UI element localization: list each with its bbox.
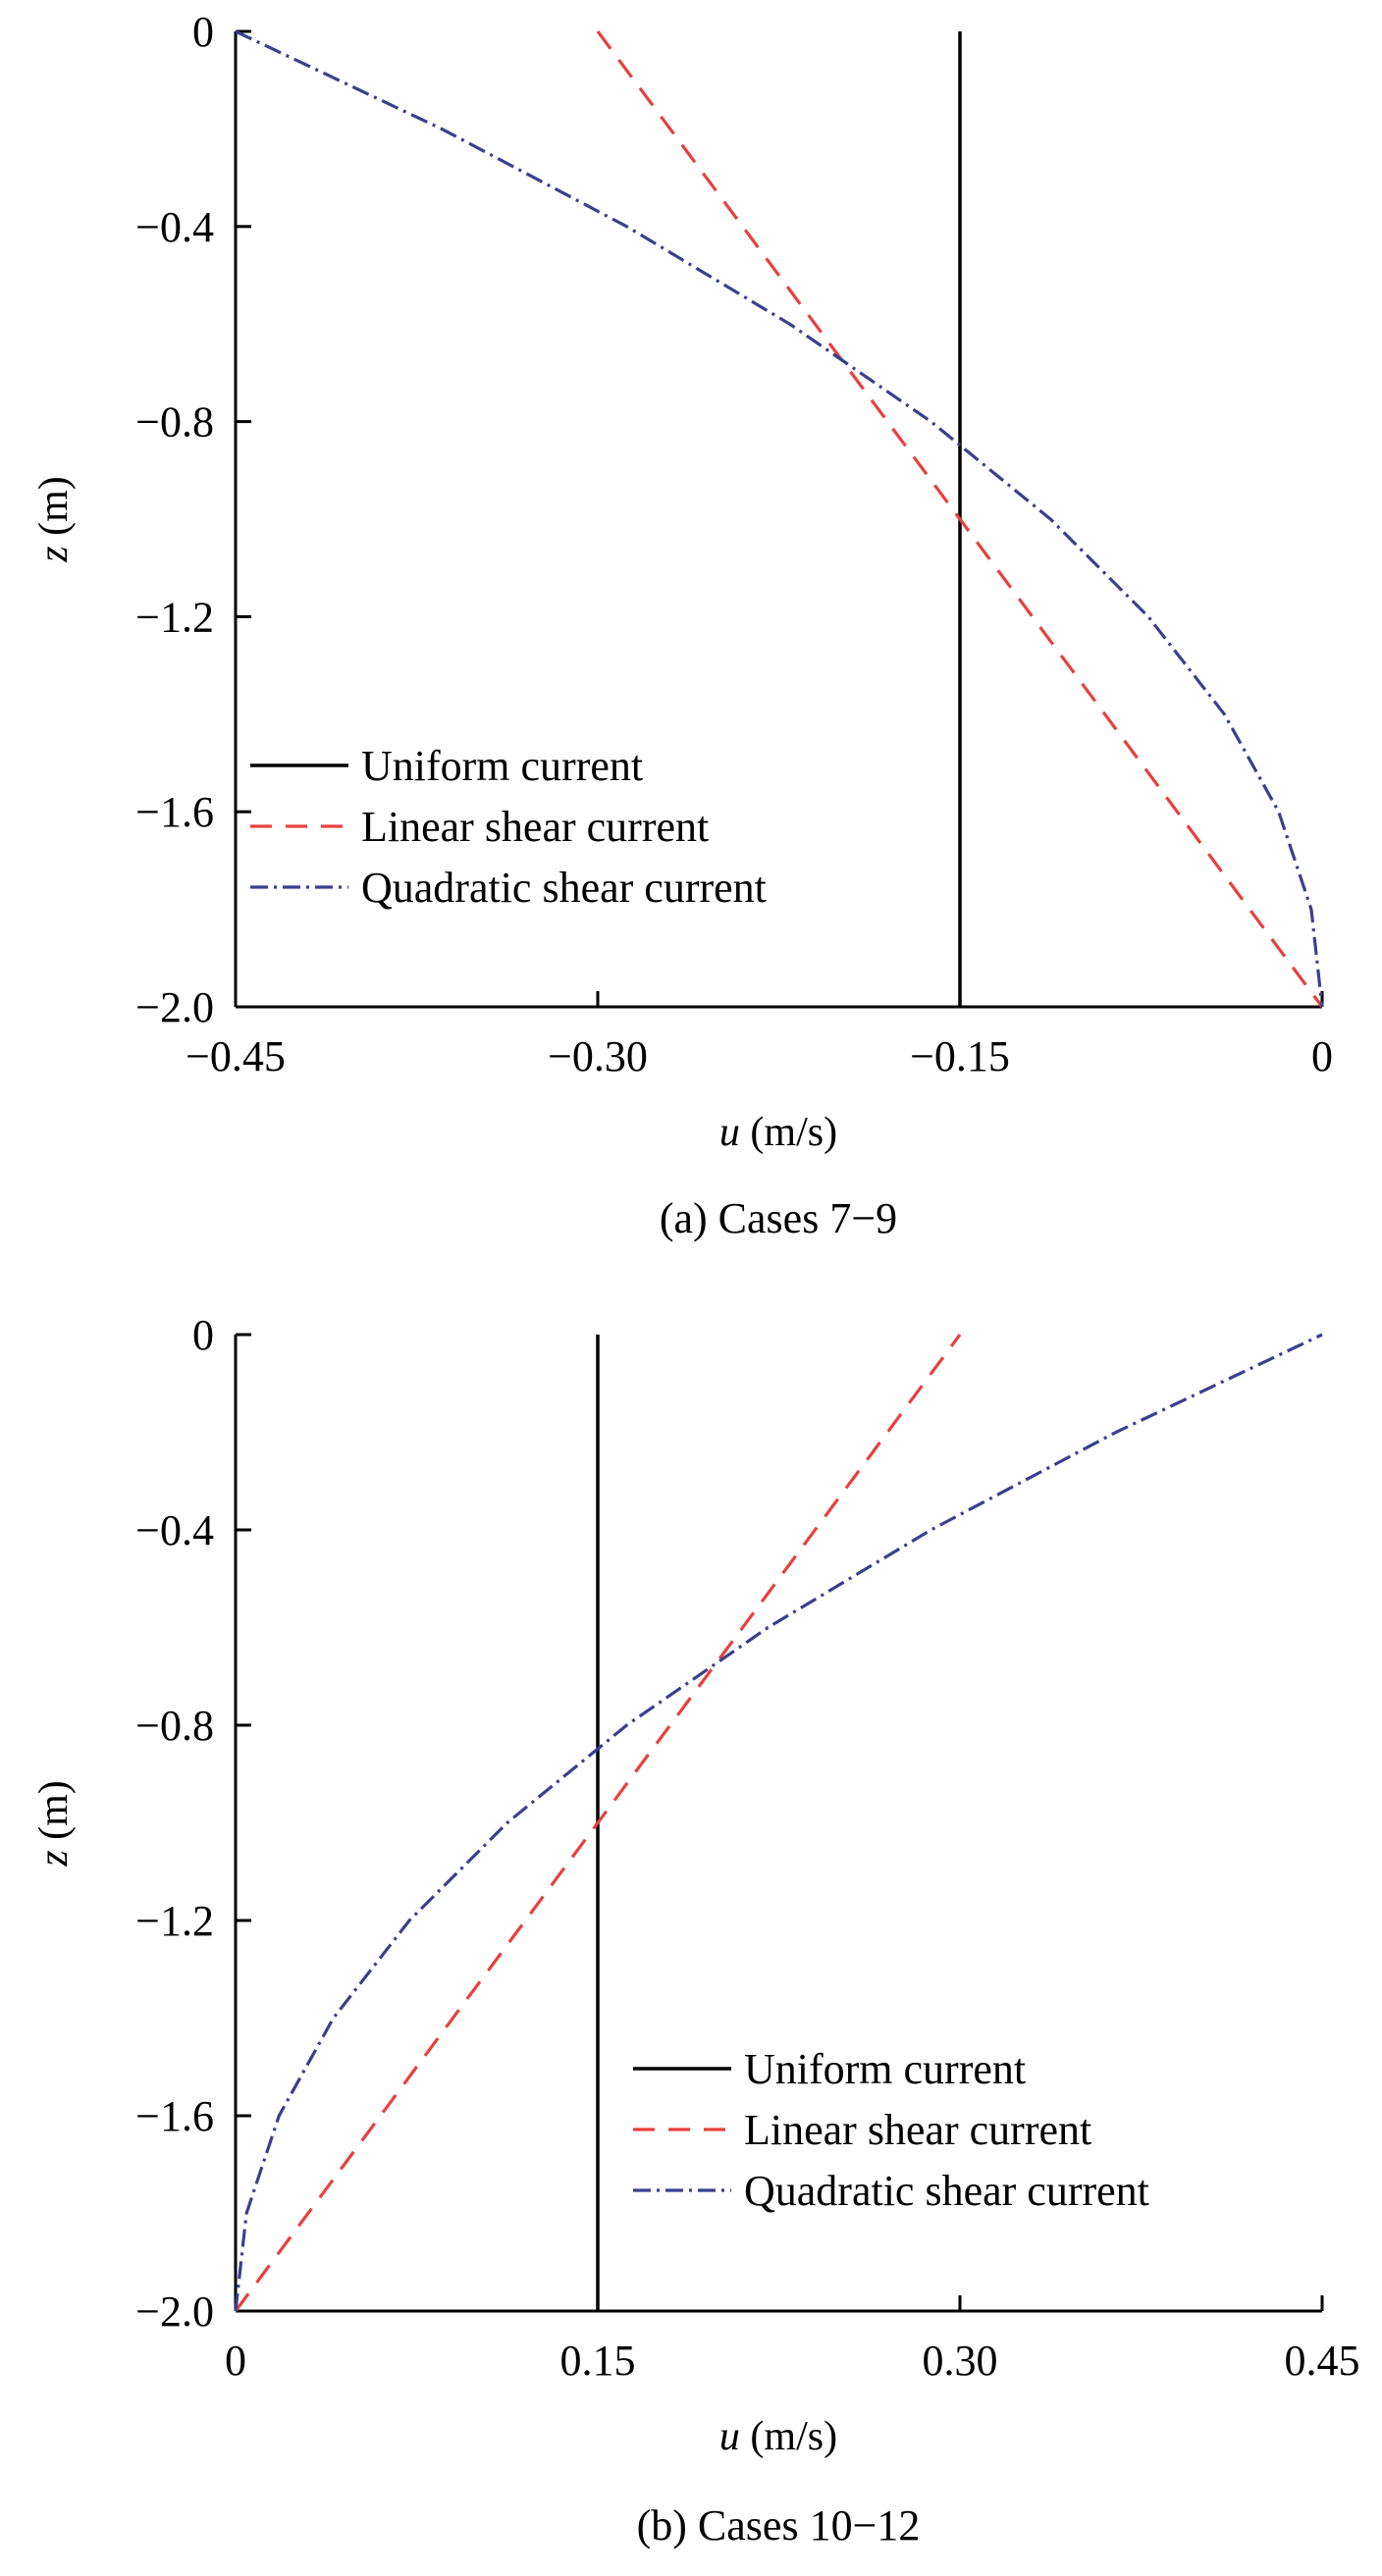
chart-b-x-axis-var: u — [719, 2414, 740, 2459]
chart-a-y-axis-unit: (m) — [31, 476, 77, 536]
chart-b-y-tick-label: −1.2 — [135, 1897, 214, 1945]
chart-a-x-axis-unit: (m/s) — [750, 1110, 837, 1155]
chart-a-series-quadratic-shear-current — [235, 29, 1324, 1008]
chart-b-legend-label-quadratic-shear-current: Quadratic shear current — [744, 2167, 1149, 2215]
chart-a-y-tick-label: −1.6 — [135, 788, 214, 836]
chart-b-y-tick-label: −2.0 — [135, 2287, 214, 2336]
chart-b-legend-label-uniform-current: Uniform current — [744, 2045, 1026, 2093]
chart-b-plot-lines — [234, 1333, 1323, 2312]
chart-b: 0 0.15 0.30 0.45 0 −0.4 −0.8 −1.2 −1.6 −2.0 Unif… — [31, 1311, 1360, 2550]
chart-b-y-axis-unit: (m) — [31, 1780, 77, 1840]
chart-b-x-tick-label: 0.15 — [560, 2337, 636, 2385]
chart-b-x-axis-unit: (m/s) — [750, 2414, 837, 2459]
chart-a-y-tick-label: −2.0 — [135, 983, 214, 1031]
chart-b-y-axis-var: z — [31, 1850, 77, 1866]
chart-a-x-axis-var: u — [719, 1110, 740, 1155]
chart-a-legend: Uniform current Linear shear current Quadr… — [250, 742, 767, 912]
chart-b-y-tick-label: 0 — [192, 1311, 214, 1359]
chart-a-x-tick-label: −0.45 — [186, 1032, 286, 1080]
chart-b-x-ticks: 0 0.15 0.30 0.45 — [225, 2295, 1360, 2385]
chart-a-y-tick-label: 0 — [192, 8, 214, 56]
chart-b-y-tick-label: −0.8 — [135, 1702, 214, 1750]
chart-a-y-axis-var: z — [31, 546, 77, 562]
chart-a-legend-label-quadratic-shear-current: Quadratic shear current — [361, 864, 767, 912]
chart-b-y-axis-label: z (m) — [31, 1780, 77, 1867]
chart-b-x-axis-label: u (m/s) — [719, 2414, 837, 2459]
chart-a-caption: (a) Cases 7−9 — [660, 1194, 897, 1242]
chart-b-series-linear-shear-current — [234, 1334, 962, 2312]
chart-a-y-tick-label: −1.2 — [135, 593, 214, 641]
chart-a-y-tick-label: −0.8 — [135, 398, 214, 447]
chart-a-x-tick-label: −0.30 — [548, 1032, 648, 1080]
chart-a-legend-label-uniform-current: Uniform current — [361, 742, 643, 790]
chart-b-y-tick-label: −0.4 — [135, 1506, 214, 1554]
chart-a-x-axis-label: u (m/s) — [719, 1110, 837, 1155]
chart-b-x-tick-label: 0.45 — [1285, 2337, 1360, 2385]
chart-b-series-quadratic-shear-current — [234, 1333, 1323, 2312]
chart-a-series-linear-shear-current — [596, 30, 1324, 1008]
chart-b-legend-label-linear-shear-current: Linear shear current — [744, 2106, 1091, 2154]
chart-b-caption: (b) Cases 10−12 — [637, 2501, 921, 2550]
chart-b-y-tick-label: −1.6 — [135, 2092, 214, 2140]
chart-b-x-tick-label: 0 — [225, 2337, 246, 2385]
chart-a-x-ticks: −0.45 −0.30 −0.15 0 — [186, 991, 1333, 1080]
chart-b-y-ticks: 0 −0.4 −0.8 −1.2 −1.6 −2.0 — [135, 1311, 251, 2336]
chart-a-plot-lines — [235, 29, 1324, 1008]
chart-a: −0.45 −0.30 −0.15 0 0 −0.4 −0.8 −1.2 −1.6 −2.0 U… — [31, 8, 1333, 1242]
chart-a-y-ticks: 0 −0.4 −0.8 −1.2 −1.6 −2.0 — [135, 8, 251, 1031]
chart-a-x-tick-label: −0.15 — [910, 1032, 1010, 1080]
chart-a-y-axis-label: z (m) — [31, 476, 77, 563]
chart-b-x-tick-label: 0.30 — [923, 2337, 998, 2385]
chart-a-y-tick-label: −0.4 — [135, 203, 214, 251]
chart-a-legend-label-linear-shear-current: Linear shear current — [361, 803, 709, 851]
chart-a-x-tick-label: 0 — [1311, 1032, 1333, 1080]
chart-b-legend: Uniform current Linear shear current Quadr… — [633, 2045, 1149, 2215]
